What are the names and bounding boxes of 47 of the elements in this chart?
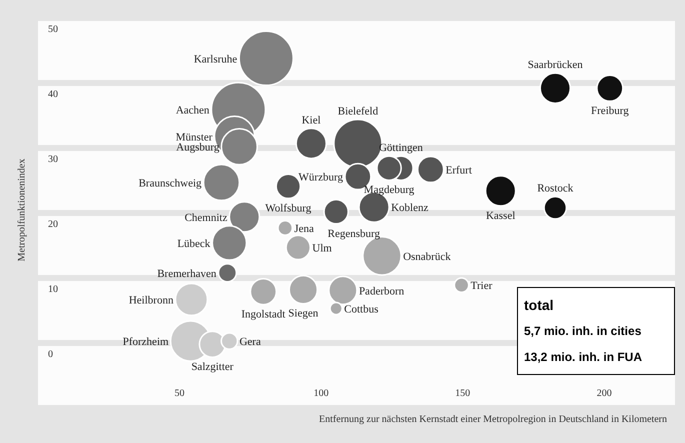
annotation: Freiburg bbox=[591, 105, 630, 118]
annotation: Bielefeld bbox=[338, 105, 379, 118]
annotation: Rostock bbox=[537, 182, 574, 195]
x-tick-label: 100 bbox=[314, 388, 329, 399]
annotation: Kassel bbox=[486, 210, 516, 222]
annotation: Kiel bbox=[302, 114, 321, 126]
annotation: Osnabrück bbox=[403, 250, 452, 263]
x-tick-label: 50 bbox=[174, 388, 185, 399]
annotation: Aachen bbox=[176, 104, 210, 117]
annotation: Regensburg bbox=[328, 228, 381, 240]
annotation: Erfurt bbox=[446, 164, 472, 176]
y-tick-label: 0 bbox=[48, 349, 53, 360]
annotation: Heilbronn bbox=[128, 294, 174, 306]
annotation: Ingolstadt bbox=[241, 308, 286, 321]
annotation: Münster bbox=[176, 131, 213, 144]
annotation: Trier bbox=[470, 280, 493, 292]
annotation: Paderborn bbox=[358, 285, 405, 298]
annotation: Augsburg bbox=[176, 142, 220, 154]
annotation: Lübeck bbox=[177, 238, 211, 250]
annotation: total bbox=[524, 296, 555, 315]
annotation: Magdeburg bbox=[364, 184, 415, 196]
y-tick-label: 10 bbox=[48, 284, 58, 295]
annotation: Pforzheim bbox=[122, 336, 170, 348]
x-tick-label: 200 bbox=[596, 388, 612, 399]
annotation: Salzgitter bbox=[191, 361, 234, 374]
annotation: Bremerhaven bbox=[157, 268, 217, 280]
annotation: Jena bbox=[294, 222, 314, 235]
annotation: Cottbus bbox=[344, 304, 378, 316]
y-tick-label: 30 bbox=[48, 154, 58, 165]
y-tick-label: 50 bbox=[48, 24, 58, 35]
annotation: Würzburg bbox=[298, 172, 344, 184]
annotation: Wolfsburg bbox=[265, 202, 312, 214]
annotation: Karlsruhe bbox=[194, 53, 238, 66]
annotation: 5,7 mio. inh. in cities bbox=[524, 323, 642, 340]
annotation: Koblenz bbox=[391, 202, 428, 214]
y-tick-label: 20 bbox=[48, 219, 58, 230]
annotation: Ulm bbox=[312, 242, 332, 254]
annotation: Siegen bbox=[288, 308, 319, 320]
x-axis-title: Entfernung zur nächsten Kernstadt einer Metropolregion in Deutschland in Kilometern bbox=[319, 414, 667, 425]
annotation: Gera bbox=[239, 336, 261, 348]
annotation: 13,2 mio. inh. in FUA bbox=[524, 349, 644, 366]
y-tick-label: 40 bbox=[48, 89, 58, 100]
y-axis-title: Metropolfunktionenindex bbox=[16, 158, 28, 262]
annotation: Chemnitz bbox=[184, 212, 228, 224]
annotation: Braunschweig bbox=[138, 177, 202, 190]
x-tick-label: 150 bbox=[455, 388, 470, 399]
annotation: Saarbrücken bbox=[528, 59, 584, 72]
